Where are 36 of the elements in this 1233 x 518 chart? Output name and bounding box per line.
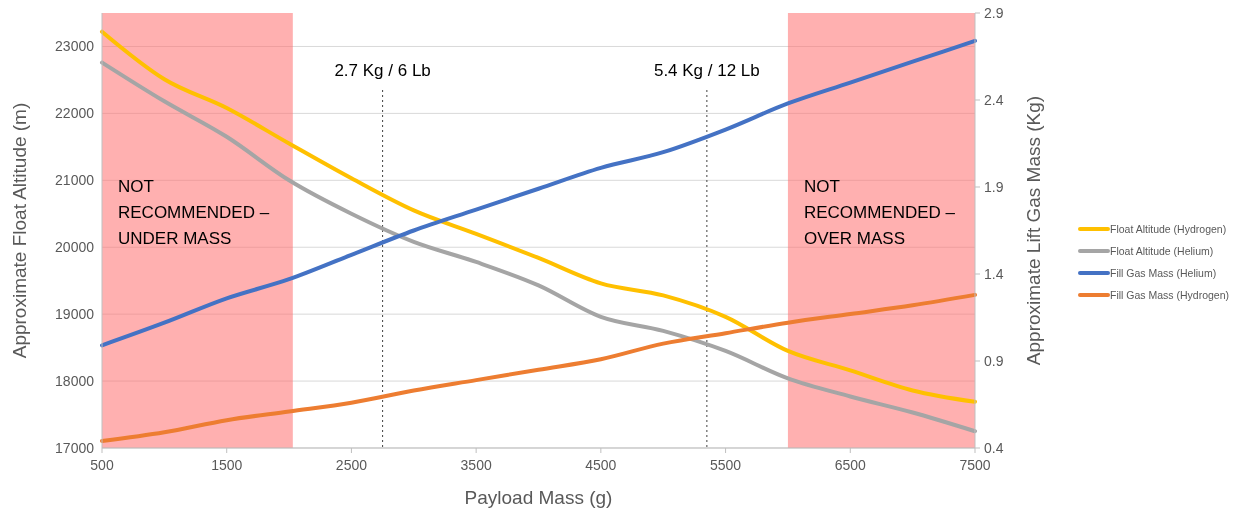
line-series <box>100 29 977 404</box>
y-tick-label: 19000 <box>55 306 95 323</box>
y-tick-label: 17000 <box>55 440 95 456</box>
legend-label: Float Altitude (Helium) <box>1110 245 1214 257</box>
y-tick-label: 20000 <box>55 239 95 256</box>
x-tick-label: 6500 <box>834 457 867 473</box>
y-tick-label: 18000 <box>55 373 95 390</box>
y2-axis-title: Approximate Lift Gas Mass (Kg) <box>1023 95 1044 366</box>
y2-tick-label: 1.4 <box>984 266 1004 282</box>
y2-tick-label: 0.4 <box>984 440 1004 456</box>
x-tick-label: 1500 <box>211 457 243 473</box>
y-tick-label: 22000 <box>55 105 95 122</box>
x-axis-title: Payload Mass (g) <box>464 487 613 508</box>
x-tick-label: 7500 <box>959 457 991 473</box>
legend-label: Float Altitude (Hydrogen) <box>1110 223 1227 235</box>
line-series <box>100 292 977 444</box>
line-series <box>100 38 977 348</box>
x-tick-label: 5500 <box>709 457 742 473</box>
y2-tick-label: 0.9 <box>984 353 1004 369</box>
y-tick-label: 23000 <box>55 38 95 55</box>
y2-tick-label: 2.9 <box>984 5 1004 21</box>
band-label: NOT RECOMMENDED – OVER MASS <box>803 177 956 248</box>
y-axis-title: Approximate Float Altitude (m) <box>9 102 30 359</box>
x-tick-label: 500 <box>90 457 114 473</box>
ref-line-label: 2.7 Kg / 6 Lb <box>334 61 431 80</box>
x-tick-label: 4500 <box>585 457 617 473</box>
y-tick-label: 21000 <box>55 172 95 189</box>
band-label: NOT RECOMMENDED – UNDER MASS <box>118 177 270 248</box>
legend-label: Fill Gas Mass (Hydrogen) <box>1110 289 1230 301</box>
line-series <box>100 60 977 434</box>
y2-tick-label: 1.9 <box>984 179 1004 195</box>
y2-tick-label: 2.4 <box>984 92 1004 108</box>
x-tick-label: 2500 <box>335 457 368 473</box>
ref-line-label: 5.4 Kg / 12 Lb <box>653 61 760 80</box>
legend-label: Fill Gas Mass (Helium) <box>1110 267 1217 279</box>
x-tick-label: 3500 <box>460 457 492 473</box>
